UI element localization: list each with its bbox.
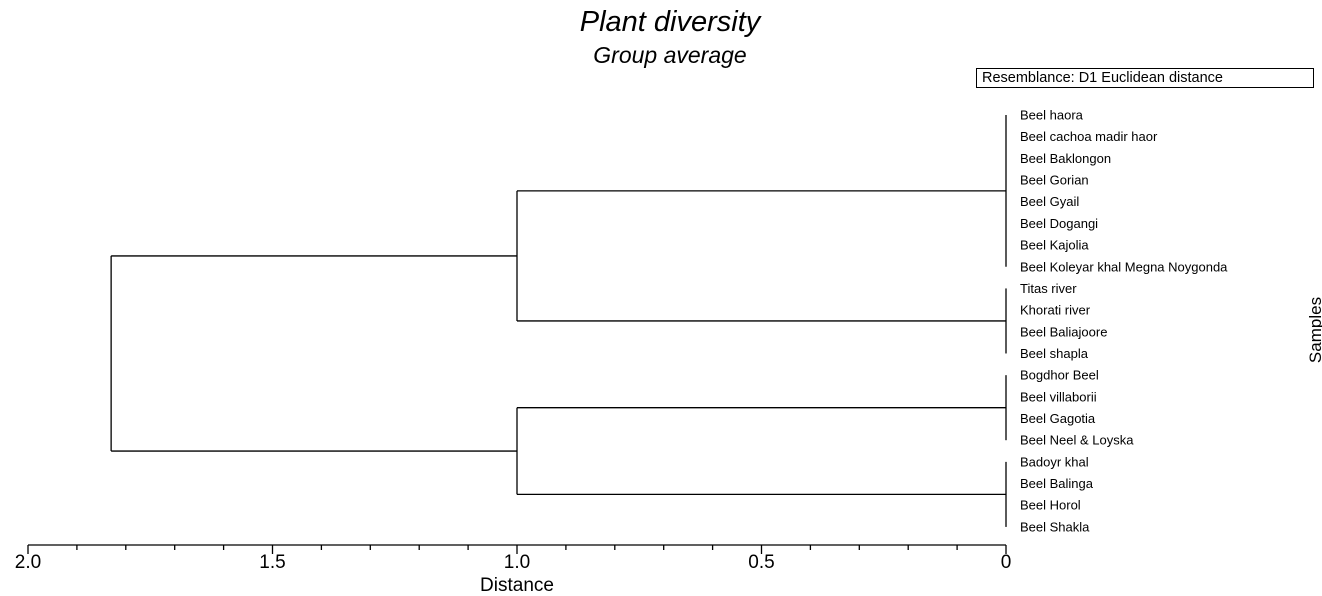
- leaf-label: Beel villaborii: [1020, 389, 1097, 404]
- x-tick-label: 1.5: [259, 552, 285, 573]
- leaf-label: Beel Koleyar khal Megna Noygonda: [1020, 259, 1228, 274]
- leaf-label: Beel Dogangi: [1020, 216, 1098, 231]
- resemblance-box: Resemblance: D1 Euclidean distance: [976, 68, 1314, 88]
- chart-title: Plant diversity: [579, 6, 761, 38]
- leaf-label: Badoyr khal: [1020, 454, 1089, 469]
- leaf-label: Beel Kajolia: [1020, 238, 1089, 253]
- leaf-label: Beel shapla: [1020, 346, 1089, 361]
- leaf-label: Beel Shakla: [1020, 519, 1090, 534]
- leaf-labels: Beel haora Beel cachoa madir haor Beel Bak…: [1020, 108, 1228, 535]
- leaf-label: Beel Baklongon: [1020, 151, 1111, 166]
- leaf-label: Khorati river: [1020, 303, 1091, 318]
- leaf-label: Beel Gagotia: [1020, 411, 1096, 426]
- leaf-label: Beel haora: [1020, 108, 1084, 123]
- distance-axis: 2.0 1.5 1.0 0.5 0: [15, 544, 1012, 573]
- leaf-label: Titas river: [1020, 281, 1077, 296]
- leaf-label: Beel Gorian: [1020, 173, 1089, 188]
- x-tick-label: 0: [1001, 552, 1012, 573]
- leaf-label: Beel Baliajoore: [1020, 324, 1107, 339]
- x-tick-label: 0.5: [748, 552, 774, 573]
- leaf-label: Beel Balinga: [1020, 476, 1094, 491]
- leaf-label: Beel Horol: [1020, 498, 1081, 513]
- x-axis-label: Distance: [480, 575, 554, 596]
- chart-subtitle: Group average: [593, 42, 747, 68]
- leaf-label: Beel Gyail: [1020, 194, 1079, 209]
- x-tick-label: 2.0: [15, 552, 41, 573]
- leaf-label: Beel cachoa madir haor: [1020, 129, 1158, 144]
- leaf-label: Bogdhor Beel: [1020, 368, 1099, 383]
- x-tick-label: 1.0: [504, 552, 530, 573]
- dendrogram-tree: [110, 115, 1007, 527]
- leaf-label: Beel Neel & Loyska: [1020, 433, 1134, 448]
